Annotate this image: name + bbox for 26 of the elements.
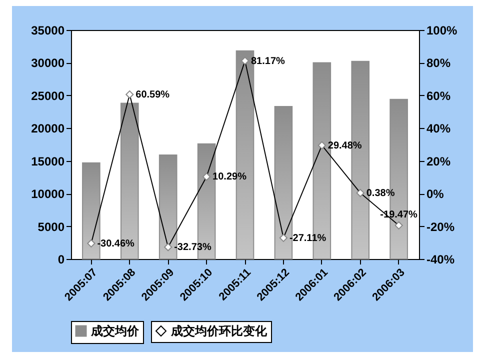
- y-tick-label: 15000: [31, 154, 65, 168]
- data-label: 10.29%: [212, 172, 247, 183]
- y-tick-label: 30000: [31, 56, 65, 70]
- y2-tick-label: -20%: [426, 220, 455, 234]
- legend-label: 成交均价: [90, 324, 140, 338]
- y2-tick-label: 80%: [426, 56, 451, 70]
- data-label: -32.73%: [174, 242, 212, 254]
- y-tick-label: 0: [58, 252, 65, 266]
- y2-tick-label: 20%: [426, 154, 451, 168]
- y-tick-label: 5000: [38, 220, 65, 234]
- y2-tick-label: -40%: [426, 252, 455, 266]
- legend-label: 成交均价环比变化: [170, 324, 268, 338]
- data-label: 81.17%: [251, 56, 286, 67]
- y2-tick-label: 40%: [426, 122, 451, 136]
- y-tick-label: 35000: [31, 24, 65, 38]
- data-label: -27.11%: [289, 232, 326, 244]
- y2-tick-label: 60%: [426, 88, 451, 103]
- y-tick-label: 20000: [31, 122, 65, 136]
- y-tick-label: 25000: [31, 88, 65, 103]
- data-label: 0.38%: [366, 188, 395, 199]
- data-label: -30.46%: [97, 238, 135, 250]
- y2-tick-label: 100%: [426, 24, 458, 38]
- y-tick-label: 10000: [31, 187, 65, 202]
- data-label: 29.48%: [328, 140, 362, 152]
- y2-tick-label: 0%: [426, 187, 444, 202]
- data-label: 60.59%: [136, 89, 170, 100]
